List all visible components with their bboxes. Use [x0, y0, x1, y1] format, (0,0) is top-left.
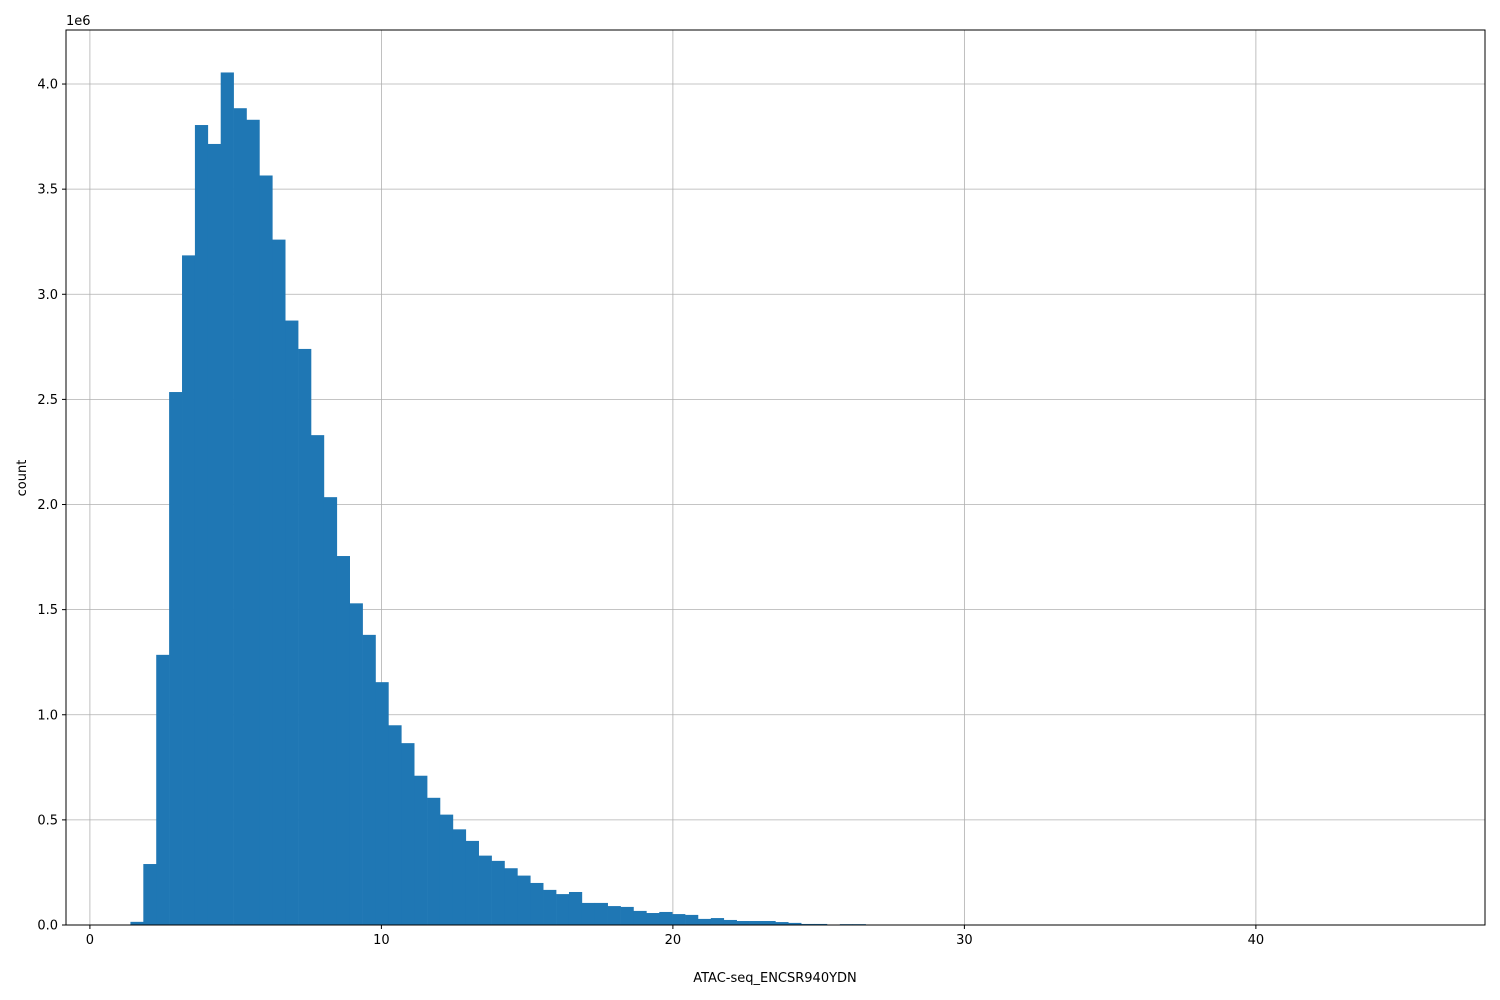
histogram-bar — [620, 906, 634, 925]
y-tick-label: 0.0 — [37, 919, 58, 934]
histogram-bar — [349, 603, 363, 925]
histogram-bar — [762, 921, 776, 925]
plot-frame — [65, 29, 1486, 926]
histogram-bar — [246, 119, 260, 925]
x-axis-ticks: 0 10 20 30 40 — [86, 925, 1264, 948]
y-axis-label: count — [15, 460, 30, 497]
histogram-bar — [504, 868, 518, 925]
histogram-bar — [801, 923, 815, 925]
x-axis-label: ATAC-seq_ENCSR940YDN — [693, 971, 857, 986]
y-tick-label: 2.5 — [37, 393, 58, 408]
histogram-bar — [710, 918, 725, 925]
histogram-bar — [259, 175, 273, 925]
histogram-bar — [646, 913, 660, 925]
histogram-bar — [362, 634, 376, 925]
histogram-bar — [427, 797, 441, 925]
histogram-bar — [594, 902, 608, 925]
y-tick-label: 3.0 — [37, 288, 58, 303]
histogram-bar — [478, 855, 492, 925]
histogram-bar — [736, 921, 750, 925]
y-tick-label: 3.5 — [37, 183, 58, 198]
histogram-bar — [285, 320, 299, 925]
histogram-bars — [130, 72, 866, 926]
histogram-bar — [465, 840, 479, 925]
histogram-bar — [543, 889, 557, 925]
histogram-bar — [633, 910, 647, 925]
x-tick-label: 20 — [665, 933, 682, 948]
histogram-bar — [388, 725, 402, 925]
x-tick-label: 0 — [86, 933, 94, 948]
histogram-bar — [414, 775, 428, 925]
y-axis-ticks: 0.0 0.5 1.0 1.5 2.0 2.5 3.0 3.5 4.0 — [37, 78, 66, 934]
histogram-bar — [272, 239, 286, 926]
histogram-bar — [685, 914, 699, 925]
histogram-bar — [607, 906, 621, 925]
histogram-bar — [556, 894, 570, 925]
histogram-bar — [788, 922, 802, 925]
histogram-bar — [130, 921, 144, 925]
histogram-bar — [323, 497, 338, 925]
y-offset-label: 1e6 — [66, 14, 91, 29]
histogram-bar — [311, 435, 325, 925]
histogram-bar — [182, 255, 196, 925]
y-tick-label: 0.5 — [37, 813, 58, 828]
histogram-bar — [439, 814, 454, 925]
histogram-bar — [156, 654, 170, 925]
histogram-bar — [491, 860, 505, 925]
histogram-bar — [375, 682, 389, 925]
x-tick-label: 40 — [1248, 933, 1265, 948]
histogram-bar — [143, 864, 157, 925]
histogram-bar — [207, 143, 222, 925]
histogram-bar — [530, 882, 544, 925]
histogram-bar — [233, 108, 247, 925]
y-tick-label: 4.0 — [37, 78, 58, 93]
histogram-bar — [452, 829, 467, 925]
histogram-bar — [401, 743, 415, 925]
histogram-bar — [697, 918, 712, 925]
histogram-bar — [672, 914, 686, 925]
histogram-bar — [568, 891, 583, 925]
y-tick-label: 1.0 — [37, 708, 58, 723]
histogram-bar — [659, 911, 673, 925]
histogram-bar — [298, 348, 312, 926]
y-tick-label: 1.5 — [37, 603, 58, 618]
y-tick-label: 2.0 — [37, 498, 58, 513]
histogram-bar — [581, 902, 596, 925]
histogram-bar — [723, 919, 737, 925]
histogram-bar — [749, 921, 763, 925]
histogram-bar — [517, 875, 531, 925]
x-tick-label: 10 — [373, 933, 390, 948]
histogram-bar — [814, 923, 828, 925]
histogram-bar — [336, 556, 350, 925]
histogram-bar — [220, 72, 234, 925]
x-tick-label: 30 — [956, 933, 973, 948]
histogram-bar — [775, 922, 789, 925]
histogram-bar — [169, 392, 183, 926]
histogram-bar — [194, 125, 209, 926]
